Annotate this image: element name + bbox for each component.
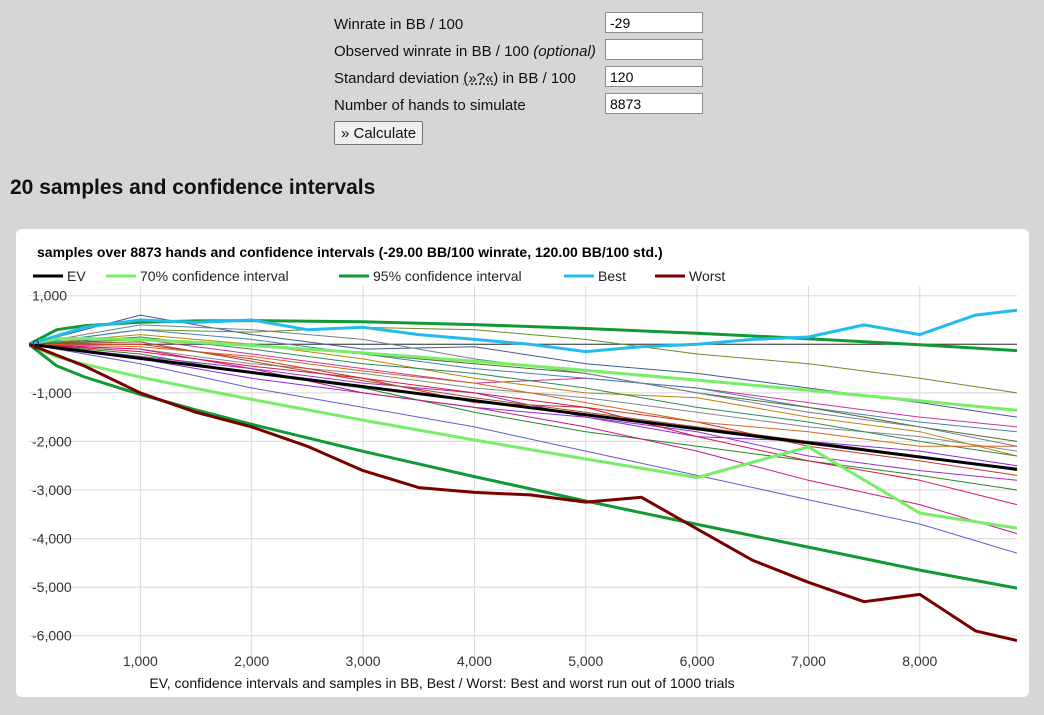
x-tick-label: 3,000 xyxy=(346,653,381,669)
y-axis: 1,000 0 -1,000 -2,000 -3,000 -4,000 -5,000 -6,0… xyxy=(32,288,72,644)
winrate-label: Winrate in BB / 100 xyxy=(334,16,464,33)
std-dev-label: Standard deviation (»?«) in BB / 100 xyxy=(334,70,576,87)
chart-legend: EV 70% confidence interval 95% confidence … xyxy=(33,268,725,284)
observed-winrate-label: Observed winrate in BB / 100 (optional) xyxy=(334,43,596,60)
y-tick-label: 0 xyxy=(32,336,40,352)
x-tick-label: 7,000 xyxy=(791,653,826,669)
sample-line-8 xyxy=(29,343,1017,491)
hands-row: Number of hands to simulate xyxy=(334,93,734,120)
chart-series xyxy=(29,308,1017,643)
observed-winrate-row: Observed winrate in BB / 100 (optional) xyxy=(334,39,734,66)
y-tick-label: -2,000 xyxy=(32,433,72,449)
y-tick-label: -4,000 xyxy=(32,531,72,547)
calculate-button[interactable]: » Calculate xyxy=(334,121,424,145)
x-tick-label: 8,000 xyxy=(902,653,937,669)
legend-label-2: 70% confidence interval xyxy=(140,268,289,284)
std-dev-label-text: Standard deviation xyxy=(334,70,460,87)
x-tick-label: 1,000 xyxy=(123,653,158,669)
std-dev-help-link[interactable]: (»?«) xyxy=(463,70,499,87)
observed-winrate-label-text: Observed winrate in BB / 100 xyxy=(334,43,530,60)
observed-winrate-input[interactable] xyxy=(605,39,703,60)
ci95-upper-line xyxy=(29,319,1017,353)
chart-grid xyxy=(29,286,1017,660)
std-dev-label-unit: in BB / 100 xyxy=(502,70,576,87)
worst-line xyxy=(29,342,1017,643)
x-tick-label: 6,000 xyxy=(680,653,715,669)
std-dev-row: Standard deviation (»?«) in BB / 100 xyxy=(334,66,734,93)
x-tick-label: 4,000 xyxy=(457,653,492,669)
x-axis-label: EV, confidence intervals and samples in … xyxy=(149,675,734,691)
y-tick-label: -1,000 xyxy=(32,385,72,401)
optional-note: (optional) xyxy=(533,43,596,60)
sample-line-9 xyxy=(29,343,1017,554)
ci70-lower-line xyxy=(29,342,1017,530)
sample-line-13 xyxy=(29,329,1017,433)
chart-title: samples over 8873 hands and confidence i… xyxy=(37,244,663,260)
best-line xyxy=(29,308,1017,354)
sample-line-17 xyxy=(29,343,1017,506)
x-tick-label: 5,000 xyxy=(568,653,603,669)
legend-label-5: Worst xyxy=(689,268,725,284)
y-tick-label: -6,000 xyxy=(32,628,72,644)
sample-line-2 xyxy=(29,326,1017,394)
ci70-upper-line xyxy=(29,336,1017,412)
ev-line xyxy=(29,342,1017,471)
legend-label-4: Best xyxy=(598,268,626,284)
x-axis: 1,000 2,000 3,000 4,000 5,000 6,000 7,000 8,000 xyxy=(123,653,938,669)
y-tick-label: -3,000 xyxy=(32,482,72,498)
y-tick-label: 1,000 xyxy=(32,288,67,304)
std-dev-input[interactable] xyxy=(605,66,703,87)
simulation-form: Winrate in BB / 100 Observed winrate in … xyxy=(334,12,734,120)
hands-label: Number of hands to simulate xyxy=(334,97,526,114)
legend-label-3: 95% confidence interval xyxy=(373,268,522,284)
x-tick-label: 2,000 xyxy=(234,653,269,669)
hands-input[interactable] xyxy=(605,93,703,114)
sample-line-16 xyxy=(29,338,1017,442)
chart: samples over 8873 hands and confidence i… xyxy=(29,244,1017,691)
chart-panel: samples over 8873 hands and confidence i… xyxy=(16,229,1029,697)
section-title: 20 samples and confidence intervals xyxy=(10,176,376,199)
winrate-row: Winrate in BB / 100 xyxy=(334,12,734,39)
ci95-lower-line xyxy=(29,343,1017,590)
y-tick-label: -5,000 xyxy=(32,579,72,595)
legend-label-1: EV xyxy=(67,268,86,284)
sample-line-5 xyxy=(29,334,1017,457)
winrate-input[interactable] xyxy=(605,12,703,33)
sample-line-6 xyxy=(29,343,1017,467)
